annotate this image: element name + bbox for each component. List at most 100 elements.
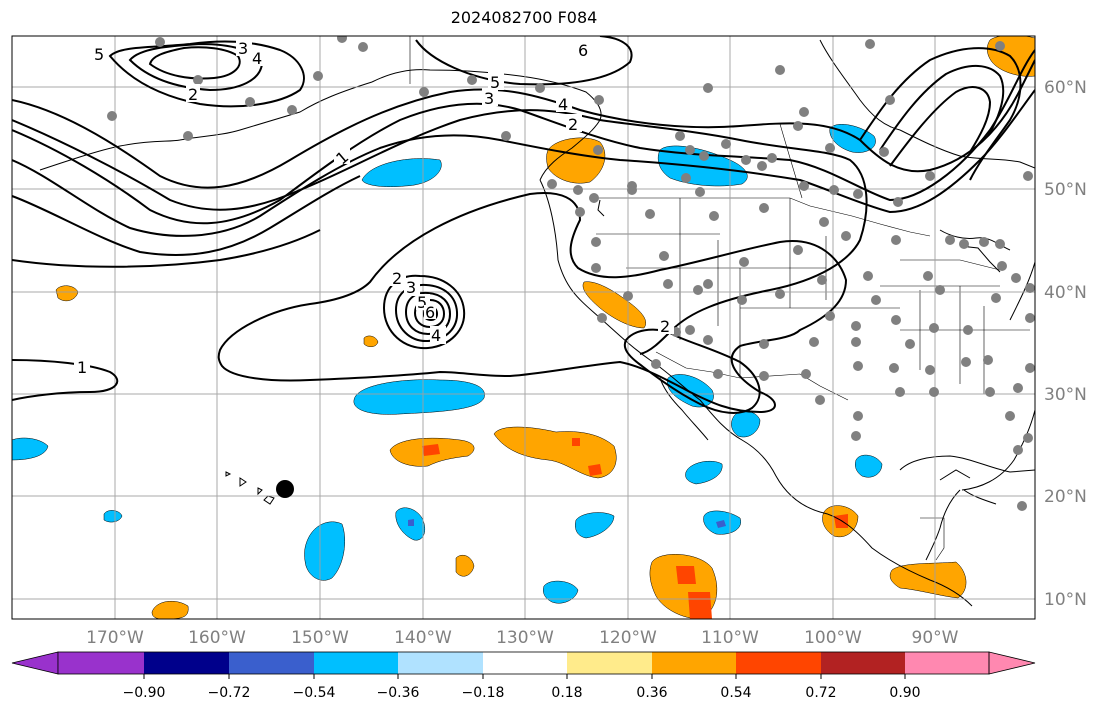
anomaly-shading [12,36,1035,619]
lon-label: 150°W [291,628,349,648]
contour-alaska-1 [108,40,305,108]
colorbar-segment [652,652,736,674]
colorbar-tick-label: −0.72 [208,685,251,701]
colorbar-segment [144,652,229,674]
lat-label: 60°N [1044,78,1087,98]
pos-anomaly-e-pac-small [455,555,475,577]
colorbar-tick-label: −0.54 [293,685,336,701]
colorbar-max-extend [988,651,1036,675]
colorbar-segment [821,652,905,674]
colorbar-min-extend [11,651,59,675]
contour-label: 2 [392,269,402,288]
lat-label: 30°N [1044,385,1087,405]
colorbar-tick-label: 0.18 [551,685,582,701]
graticule [12,36,1035,619]
lon-label: 120°W [599,628,657,648]
longitude-labels: 170°W 160°W 150°W 140°W 130°W 120°W 110°… [86,628,959,648]
colorbar-tick-label: −0.90 [123,685,166,701]
station-dots [107,36,1035,511]
colorbar-tick-label: −0.36 [377,685,420,701]
colorbar: −0.90 −0.72 −0.54 −0.36 −0.18 0.18 0.36 … [11,651,1036,701]
neg-anomaly-w-pac [12,437,49,461]
neg-anomaly-hawaii-s [304,521,345,581]
contour-alaska-3 [148,46,241,80]
latitude-labels: 60°N 50°N 40°N 30°N 20°N 10°N [1044,78,1087,610]
neg-anomaly-e-pac-1 [685,461,723,485]
contour-label-group: 1 1 2 2 3 4 5 6 3 4 5 6 2 3 [74,38,674,377]
colorbar-segment [736,652,821,674]
colorbar-segment [483,652,567,674]
contour-1-west-small [12,359,119,401]
contour-3-jet [12,89,1035,237]
neg-anomaly-central-pac [353,379,485,415]
pos-anomaly-w-pac [55,285,79,302]
lat-label: 50°N [1044,180,1087,200]
colorbar-tick-label: 0.72 [805,685,836,701]
contour-jet-east-2 [879,65,1005,151]
contour-label: 3 [406,278,416,297]
colorbar-segment [905,652,989,674]
colorbar-segment [398,652,483,674]
contour-jet-east-1 [859,47,1022,181]
map-frame [11,35,1036,620]
contour-2-jet-2 [12,49,1035,225]
lon-label: 110°W [701,628,759,648]
colorbar-segment [229,652,314,674]
contour-4-jet [12,175,361,256]
pos-anomaly-california [582,281,646,329]
neg-anomaly-gulf-mexico [855,454,883,478]
lon-label: 90°W [912,628,959,648]
contour-label: 2 [568,115,578,134]
contour-label: 3 [484,89,494,108]
neg-anomaly-gulf-alaska [361,158,442,187]
contour-label: 4 [252,49,262,68]
contour-ring-2 [382,274,466,350]
contour-1-pacific-east [12,229,321,268]
contour-2-jet-1 [12,59,1035,189]
map-area: 1 1 2 2 3 4 5 6 3 4 5 6 2 3 [12,36,1035,619]
contour-label: 3 [238,39,248,58]
colorbar-tick-label: 0.90 [889,685,920,701]
pos-anomaly-bc-coast [546,137,606,184]
location-marker [276,480,294,498]
contour-jet-east-3 [889,86,992,167]
lat-label: 10°N [1044,590,1087,610]
contour-label: 4 [558,95,568,114]
contour-label: 6 [578,41,588,60]
neg-anomaly-w-pac-small [103,510,123,523]
contour-label: 6 [425,303,435,322]
lon-label: 160°W [188,628,246,648]
contour-label: 2 [188,85,198,104]
colorbar-tick-label: 0.54 [720,685,751,701]
contour-label: 1 [77,358,87,377]
lon-label: 100°W [804,628,862,648]
lon-label: 130°W [496,628,554,648]
contour-label: 5 [94,45,104,64]
coastlines [39,39,1035,607]
lon-label: 170°W [86,628,144,648]
neg-anomaly-e-pac-4 [543,580,579,604]
neg-anomaly-canada [657,145,748,187]
lat-label: 40°N [1044,283,1087,303]
colorbar-segment [567,652,652,674]
neg-anomaly-e-pac-3 [575,512,615,539]
pos-anomaly-hawaii-sw [151,600,189,619]
colorbar-segment [314,652,398,674]
lon-label: 140°W [394,628,452,648]
contour-1-pacific-ridge [12,109,868,355]
colorbar-segment [58,652,144,674]
colorbar-tick-label: 0.36 [636,685,667,701]
contour-1-central [217,192,848,414]
neg-anomaly-mexico-coast [731,410,761,438]
contour-label: 5 [490,73,500,92]
political-borders [409,36,1030,561]
map-title: 2024082700 F084 [450,8,598,27]
contour-label: 2 [660,317,670,336]
contour-label: 5 [417,293,427,312]
contour-2-mexico [623,328,761,414]
contour-6-canada [415,36,633,86]
lat-label: 20°N [1044,487,1087,507]
colorbar-tick-marks [143,674,906,679]
colorbar-tick-label: −0.18 [462,685,505,701]
